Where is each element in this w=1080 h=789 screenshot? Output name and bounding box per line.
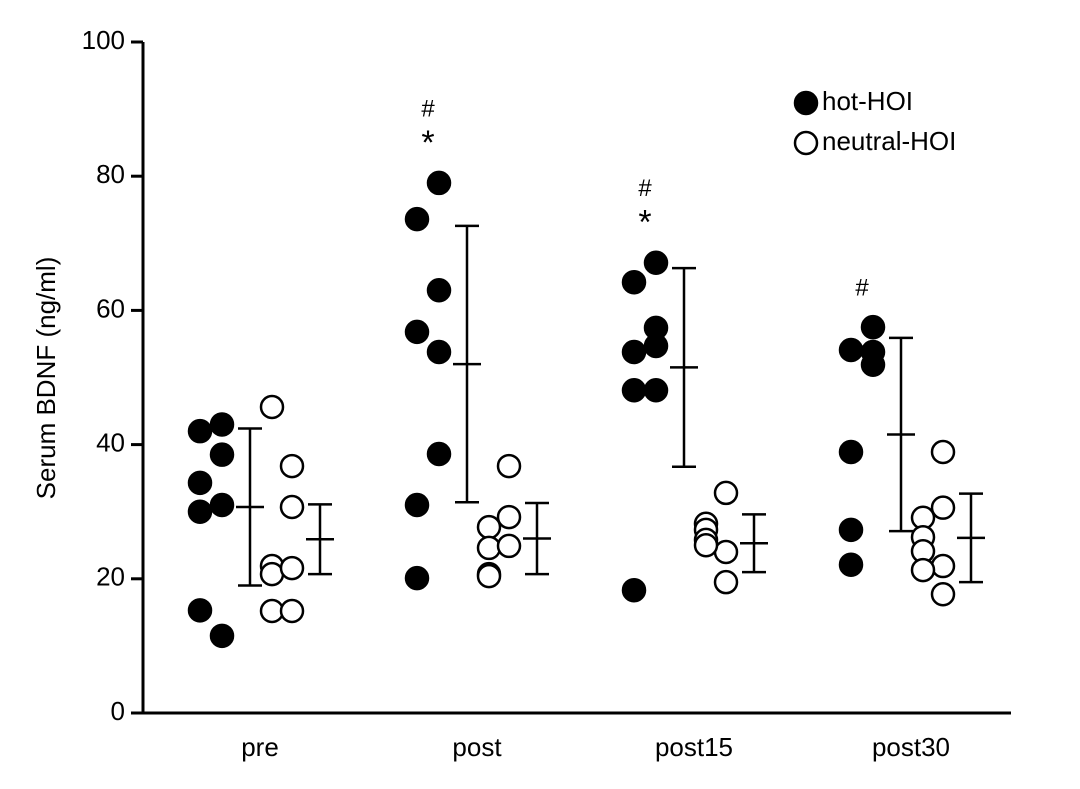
data-point — [279, 494, 305, 520]
data-point — [643, 250, 669, 276]
data-point — [187, 470, 213, 496]
annotation: # — [855, 275, 869, 302]
data-point — [860, 352, 886, 378]
y-tick-label: 60 — [96, 293, 125, 323]
data-point — [279, 555, 305, 581]
annotation: * — [638, 204, 651, 242]
legend-marker — [793, 90, 819, 116]
legend-marker — [793, 130, 819, 156]
x-tick-label: post30 — [872, 732, 950, 762]
data-point — [713, 539, 739, 565]
data-point — [930, 495, 956, 520]
data-point — [426, 278, 452, 303]
y-tick-label: 20 — [96, 562, 125, 592]
y-tick-label: 100 — [82, 25, 125, 55]
data-point — [860, 314, 886, 340]
data-point — [259, 598, 285, 624]
data-point — [838, 439, 864, 465]
data-point — [930, 439, 956, 465]
data-point — [404, 565, 430, 591]
data-point — [496, 533, 522, 559]
data-point — [476, 514, 502, 540]
annotation: # — [638, 175, 652, 202]
data-point — [621, 577, 647, 603]
data-point — [713, 569, 739, 595]
legend-label: neutral-HOI — [822, 126, 956, 156]
data-point — [476, 535, 502, 561]
data-point — [621, 269, 647, 295]
x-tick-label: post — [452, 732, 502, 762]
data-point — [209, 412, 235, 437]
data-point — [404, 492, 430, 518]
x-tick-label: post15 — [655, 732, 733, 762]
data-point — [713, 480, 739, 506]
data-point — [259, 394, 285, 420]
data-point — [187, 499, 213, 524]
data-point — [279, 453, 305, 479]
y-tick-label: 0 — [111, 696, 125, 726]
data-point — [209, 623, 235, 649]
x-tick-label: pre — [241, 732, 279, 762]
data-point — [209, 492, 235, 518]
data-point — [187, 598, 213, 623]
data-point — [643, 333, 669, 359]
data-point — [426, 441, 452, 467]
data-point — [426, 170, 452, 196]
data-point — [404, 206, 430, 232]
data-point — [838, 517, 864, 543]
y-tick-label: 80 — [96, 159, 125, 189]
annotation: * — [421, 124, 434, 162]
data-point — [910, 557, 936, 583]
data-point — [496, 504, 522, 530]
data-point — [621, 377, 647, 403]
data-point — [426, 339, 452, 365]
data-point — [838, 337, 864, 363]
y-axis-title: Serum BDNF (ng/ml) — [31, 257, 61, 500]
legend-label: hot-HOI — [822, 86, 913, 116]
data-point — [279, 598, 305, 624]
data-point — [187, 418, 213, 444]
data-point — [404, 319, 430, 345]
annotation: # — [421, 95, 435, 122]
y-tick-label: 40 — [96, 427, 125, 457]
data-point — [209, 442, 235, 467]
data-point — [643, 377, 669, 403]
data-point — [621, 339, 647, 365]
data-point — [930, 581, 956, 607]
data-point — [496, 453, 522, 479]
data-point — [930, 553, 956, 579]
data-point — [259, 561, 285, 587]
data-point — [838, 552, 864, 577]
data-point — [476, 563, 502, 589]
data-point — [693, 533, 719, 558]
